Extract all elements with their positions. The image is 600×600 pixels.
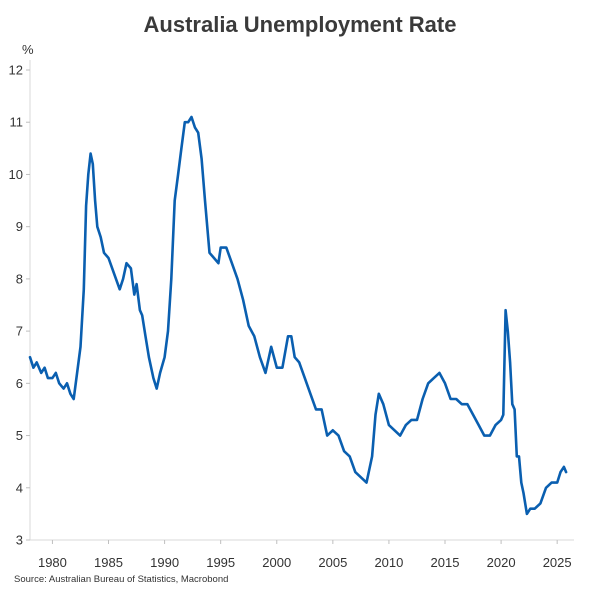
- x-tick-label: 2005: [318, 555, 347, 570]
- x-tick-label: 1995: [206, 555, 235, 570]
- x-tick-label: 2015: [431, 555, 460, 570]
- chart-axes: [29, 60, 574, 541]
- x-tick-label: 1990: [150, 555, 179, 570]
- y-tick-label: 12: [9, 63, 23, 78]
- plot-area: [28, 115, 568, 516]
- y-tick-label: 4: [16, 480, 23, 495]
- x-tick-label: 2020: [487, 555, 516, 570]
- series-line-unemployment-rate: [28, 115, 568, 516]
- x-axis-ticks: 1980 1985 1990 1995 2000 2005 2010 2015 2020 2025: [38, 540, 572, 570]
- y-tick-label: 7: [16, 324, 23, 339]
- y-tick-label: 6: [16, 376, 23, 391]
- x-tick-label: 1985: [94, 555, 123, 570]
- x-tick-label: 2010: [374, 555, 403, 570]
- x-tick-label: 1980: [38, 555, 67, 570]
- y-axis-unit-label: %: [22, 42, 34, 57]
- source-note: Source: Australian Bureau of Statistics,…: [14, 574, 229, 585]
- y-tick-label: 3: [16, 533, 23, 548]
- chart-title: Australia Unemployment Rate: [143, 12, 457, 37]
- y-tick-label: 8: [16, 271, 23, 286]
- y-tick-label: 9: [16, 219, 23, 234]
- y-tick-label: 10: [9, 167, 23, 182]
- x-tick-label: 2025: [543, 555, 572, 570]
- x-tick-label: 2000: [262, 555, 291, 570]
- y-tick-label: 11: [10, 115, 24, 130]
- y-axis-ticks: 3 4 5 6 7 8 9 10 11 12: [9, 63, 30, 548]
- y-tick-label: 5: [16, 428, 23, 443]
